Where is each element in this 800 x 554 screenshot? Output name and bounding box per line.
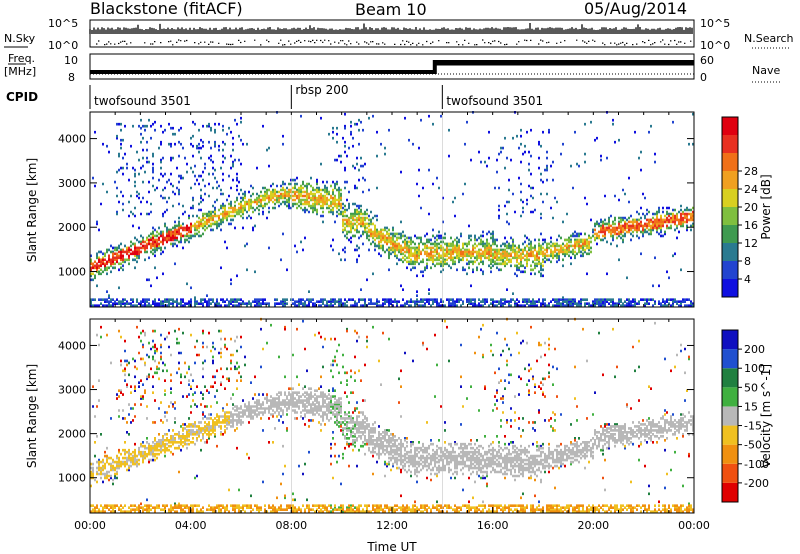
beam-title: Beam 10 — [355, 0, 427, 19]
colorbar-tick-label: 4 — [744, 273, 751, 286]
cpid-label: CPID — [6, 90, 38, 104]
colorbar-swatch — [722, 368, 738, 388]
cpid-segment-2: twofsound 3501 — [446, 94, 543, 108]
radar-title: Blackstone (fitACF) — [90, 0, 243, 18]
colorbar-tick-label: 12 — [744, 237, 758, 250]
velocity-ylabel: Slant Range [km] — [25, 364, 39, 468]
noise-tick-bottom-left: 10^0 — [48, 39, 78, 52]
colorbar-tick-label: 28 — [744, 165, 758, 178]
nsearch-label: N.Search — [744, 32, 794, 45]
colorbar-swatch — [722, 261, 738, 279]
colorbar-swatch — [722, 153, 738, 171]
x-tick-label: 00:00 — [74, 519, 106, 532]
colorbar-swatch — [722, 189, 738, 207]
colorbar-swatch — [722, 463, 738, 483]
cpid-segment-1: rbsp 200 — [295, 83, 348, 97]
colorbar-tick-label: -200 — [744, 477, 769, 490]
y-tick-label: 4000 — [58, 133, 86, 146]
date-title: 05/Aug/2014 — [584, 0, 687, 18]
colorbar-swatch — [722, 117, 738, 135]
colorbar-swatch — [722, 279, 738, 297]
freq-tick-8: 8 — [68, 71, 75, 84]
y-tick-label: 3000 — [58, 384, 86, 397]
noise-tick-top-left: 10^5 — [48, 17, 78, 30]
x-axis-label: Time UT — [366, 540, 417, 554]
colorbar-tick-label: 100 — [744, 362, 765, 375]
freq-panel: Freq. [MHz] 10 8 60 0 Nave — [4, 52, 780, 84]
x-tick-label: 20:00 — [577, 519, 609, 532]
colorbar-swatch — [722, 243, 738, 261]
colorbar-tick-label: 8 — [744, 255, 751, 268]
power-panel: 1000 2000 3000 4000 Slant Range [km] 4 8 12 16… — [25, 111, 773, 308]
colorbar-tick-label: 200 — [744, 343, 765, 356]
colorbar-tick-label: 20 — [744, 201, 758, 214]
nave-tick-60: 60 — [700, 54, 714, 67]
freq-label: Freq. — [8, 52, 35, 65]
noise-tick-bottom-right: 10^0 — [700, 39, 730, 52]
colorbar-swatch — [722, 330, 738, 350]
freq-tick-10: 10 — [64, 54, 78, 67]
nave-tick-0: 0 — [700, 71, 707, 84]
y-tick-label: 1000 — [58, 472, 86, 485]
nave-label: Nave — [752, 64, 780, 77]
colorbar-swatch — [722, 225, 738, 243]
colorbar-swatch — [722, 406, 738, 426]
x-tick-label: 04:00 — [175, 519, 207, 532]
colorbar-swatch — [722, 425, 738, 445]
colorbar-swatch — [722, 387, 738, 407]
y-tick-label: 2000 — [58, 428, 86, 441]
x-tick-label: 08:00 — [275, 519, 307, 532]
x-tick-label: 16:00 — [477, 519, 509, 532]
velocity-colorbar-label: Velocity [m s^-1] — [759, 364, 773, 468]
colorbar-swatch — [722, 444, 738, 464]
nsky-label: N.Sky — [4, 32, 36, 45]
y-tick-label: 1000 — [58, 266, 86, 279]
colorbar-tick-label: -15 — [744, 420, 762, 433]
noise-panel: N.Sky 10^5 10^0 10^5 10^0 N.Search — [4, 17, 794, 52]
colorbar-swatch — [722, 482, 738, 502]
colorbar-tick-label: -100 — [744, 458, 769, 471]
cpid-row: CPID twofsound 3501 rbsp 200 twofsound 350… — [6, 83, 543, 109]
colorbar-tick-label: 15 — [744, 400, 758, 413]
colorbar-tick-label: 50 — [744, 381, 758, 394]
colorbar-swatch — [722, 171, 738, 189]
colorbar-swatch — [722, 349, 738, 369]
colorbar-swatch — [722, 207, 738, 225]
power-colorbar-label: Power [dB] — [759, 174, 773, 239]
colorbar-tick-label: 24 — [744, 183, 758, 196]
colorbar-swatch — [722, 135, 738, 153]
velocity-panel: 1000 2000 3000 4000 Slant Range [km] 200 100… — [25, 112, 773, 554]
noise-tick-top-right: 10^5 — [700, 17, 730, 30]
x-tick-label: 00:00 — [678, 519, 710, 532]
x-tick-label: 12:00 — [376, 519, 408, 532]
power-ylabel: Slant Range [km] — [25, 158, 39, 262]
colorbar-tick-label: 16 — [744, 219, 758, 232]
cpid-segment-0: twofsound 3501 — [94, 94, 191, 108]
mhz-label: [MHz] — [4, 65, 36, 78]
colorbar-tick-label: -50 — [744, 439, 762, 452]
y-tick-label: 2000 — [58, 221, 86, 234]
y-tick-label: 4000 — [58, 339, 86, 352]
y-tick-label: 3000 — [58, 177, 86, 190]
